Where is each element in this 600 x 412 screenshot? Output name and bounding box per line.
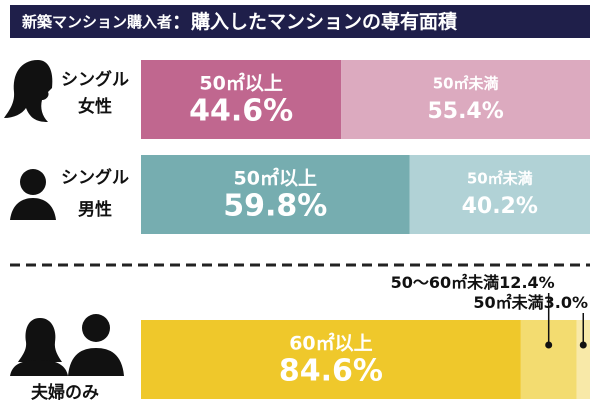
segment-name: 50㎡未満 (473, 293, 543, 312)
bar-segment (341, 60, 590, 139)
leader-dot (579, 341, 587, 349)
chart-title: 新築マンション購入者：購入したマンションの専有面積 (22, 10, 457, 33)
segment-name: 50㎡以上 (234, 167, 317, 190)
bar-segment (576, 320, 590, 399)
value-label: 84.6% (279, 354, 383, 389)
woman-icon (4, 60, 53, 122)
bar-segment (141, 320, 521, 399)
value-label: 44.6% (189, 94, 293, 129)
title: 新築マンション購入者 (22, 13, 172, 31)
title-bar (10, 5, 590, 38)
segment-name: 50㎡未満 (433, 75, 499, 93)
subtitle: ：購入したマンションの専有面積 (172, 10, 457, 33)
man-icon (10, 169, 56, 220)
outside-label: 50～60㎡未満12.4% (391, 273, 555, 292)
row-label: シングル (61, 167, 129, 188)
leader-dot (545, 341, 553, 349)
value-label: 3.0% (544, 293, 588, 312)
row-label: 男性 (78, 199, 112, 220)
couple-icon (10, 314, 124, 376)
bar-segment (409, 155, 590, 234)
row-label: 夫婦のみ (31, 382, 99, 403)
value-label: 40.2% (462, 194, 538, 219)
outside-label: 50㎡未満3.0% (473, 293, 588, 312)
bar-segment (141, 60, 342, 139)
value-label: 59.8% (223, 189, 327, 224)
segment-name: 50㎡以上 (199, 72, 282, 95)
bar-segment (141, 155, 410, 234)
value-label: 12.4% (499, 273, 555, 292)
row-label: 女性 (78, 96, 112, 117)
value-label: 55.4% (427, 99, 503, 124)
segment-name: 60㎡以上 (289, 332, 372, 355)
segment-name: 50㎡未満 (467, 170, 533, 188)
segment-name: 50～60㎡未満 (391, 273, 500, 292)
row-label: シングル (61, 69, 129, 90)
